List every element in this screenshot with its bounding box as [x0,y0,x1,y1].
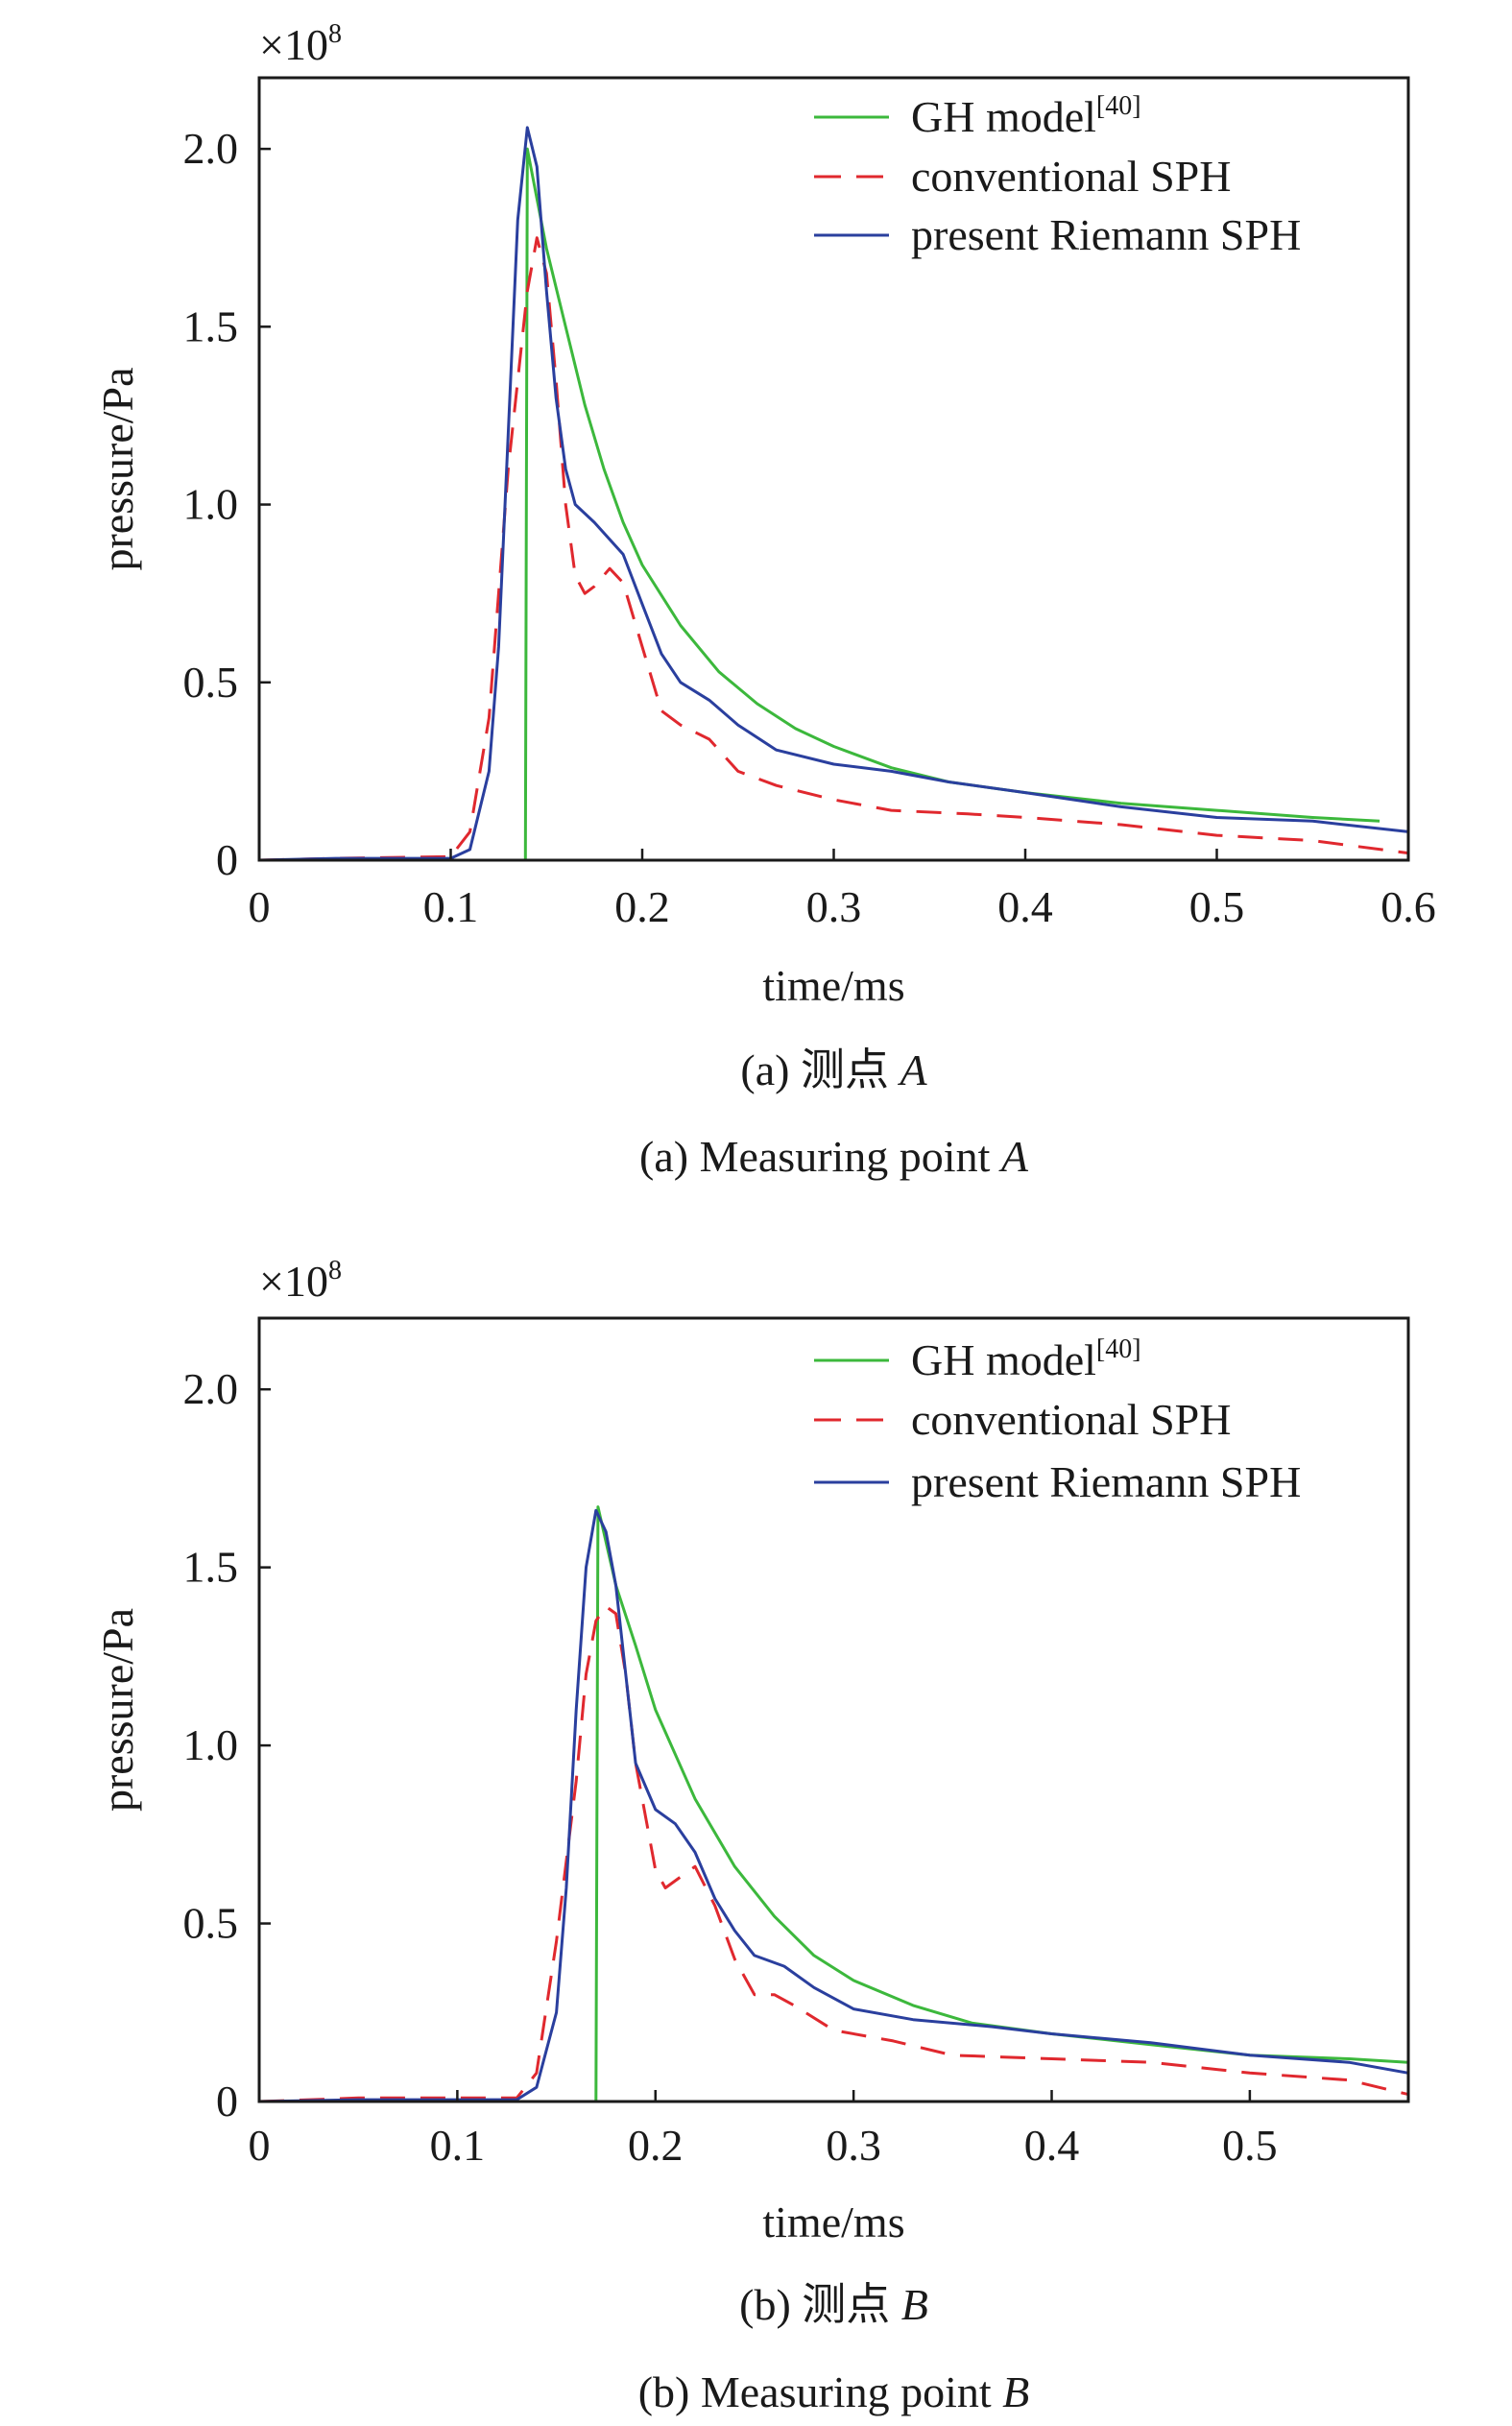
y-tick-label: 2.0 [183,1364,239,1413]
x-tick-label: 0.5 [1222,2121,1278,2170]
multiplier-base: ×10 [259,20,328,69]
y-axis-label: pressure/Pa [93,367,142,570]
caption-point: A [897,1045,927,1094]
y-tick-label: 2.0 [183,124,239,173]
legend-label: present Riemann SPH [911,1457,1301,1506]
series-line-conventional-sph [258,1604,1409,2103]
x-tick-label: 0.2 [628,2121,684,2170]
multiplier-base: ×10 [259,1257,328,1306]
caption-text: (b) Measuring point [638,2367,1002,2416]
chart-panel-b: 0 0.1 0.2 0.3 0.4 0.5 0 0.5 1.0 1.5 2.0 ×108 time/ms… [93,1256,1410,2416]
multiplier-exponent: 8 [328,1256,342,1285]
series-line-present-riemann-sph [258,126,1409,862]
caption-text: (a) Measuring point [639,1132,1001,1181]
y-tick-label: 1.0 [183,1720,239,1769]
legend-label: conventional SPH [911,152,1231,201]
series-line-present-riemann-sph [258,1508,1409,2103]
x-axis-label: time/ms [762,2198,904,2246]
legend-entry: GH model[40] [911,91,1141,141]
caption-english: (b) Measuring point B [638,2367,1030,2416]
caption-text: (b) 测点 [739,2280,901,2329]
caption-point: A [998,1132,1029,1181]
caption-chinese: (a) 测点 A [740,1045,927,1094]
plot-frame [257,76,1410,862]
y-tick-label: 0 [216,2077,238,2126]
y-tick-label: 1.5 [183,1543,239,1592]
legend-reference: [40] [1096,91,1141,121]
series-line-gh-model [259,1505,1409,2103]
legend-entry: present Riemann SPH [911,210,1301,259]
series-line-conventional-sph [258,236,1409,862]
x-axis-label: time/ms [762,961,904,1010]
x-tick-label: 0.1 [423,882,479,931]
x-tick-label: 0.4 [1024,2121,1080,2170]
multiplier-exponent: 8 [328,19,342,49]
x-tick-label: 0.4 [997,882,1053,931]
x-tick-label: 0.1 [430,2121,486,2170]
y-axis-label: pressure/Pa [93,1608,142,1812]
caption-text: (a) 测点 [740,1045,900,1094]
series-line-gh-model [259,147,1380,862]
legend-label: GH model [911,92,1096,141]
x-tick-label: 0 [249,882,271,931]
legend-reference: [40] [1096,1334,1141,1364]
y-tick-label: 0.5 [183,658,239,707]
y-tick-label: 1.0 [183,480,239,529]
y-multiplier: ×108 [259,19,342,69]
caption-english: (a) Measuring point A [639,1132,1029,1181]
x-tick-label: 0.2 [614,882,670,931]
x-tick-label: 0.5 [1189,882,1245,931]
legend-entry: present Riemann SPH [911,1457,1301,1506]
legend-entry: conventional SPH [911,1395,1231,1444]
legend-label: conventional SPH [911,1395,1231,1444]
y-tick-label: 0.5 [183,1899,239,1948]
y-multiplier: ×108 [259,1256,342,1306]
x-tick-label: 0.6 [1380,882,1436,931]
caption-chinese: (b) 测点 B [739,2280,928,2329]
y-tick-label: 1.5 [183,301,239,350]
caption-point: B [901,2280,928,2329]
legend-entry: GH model[40] [911,1334,1141,1384]
x-tick-label: 0.3 [806,882,862,931]
x-tick-label: 0.3 [826,2121,881,2170]
chart-panel-a: 0 0.1 0.2 0.3 0.4 0.5 0.6 0 0.5 1.0 1.5 2.0 ×108 time… [93,19,1436,1181]
legend-label: GH model [911,1335,1096,1384]
plot-frame [257,1316,1410,2103]
legend-entry: conventional SPH [911,152,1231,201]
caption-point: B [1002,2367,1029,2416]
x-tick-label: 0 [249,2121,271,2170]
y-tick-label: 0 [216,835,238,884]
legend-label: present Riemann SPH [911,210,1301,259]
